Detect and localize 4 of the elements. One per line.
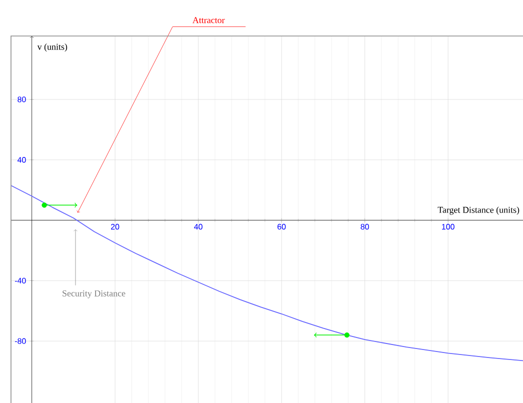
y-axis-title: v (units) (37, 44, 68, 52)
x-axis-title: Target Distance (units) (438, 206, 520, 215)
annotation: Security Distance (62, 290, 126, 298)
annotation: Attractor (192, 17, 225, 24)
